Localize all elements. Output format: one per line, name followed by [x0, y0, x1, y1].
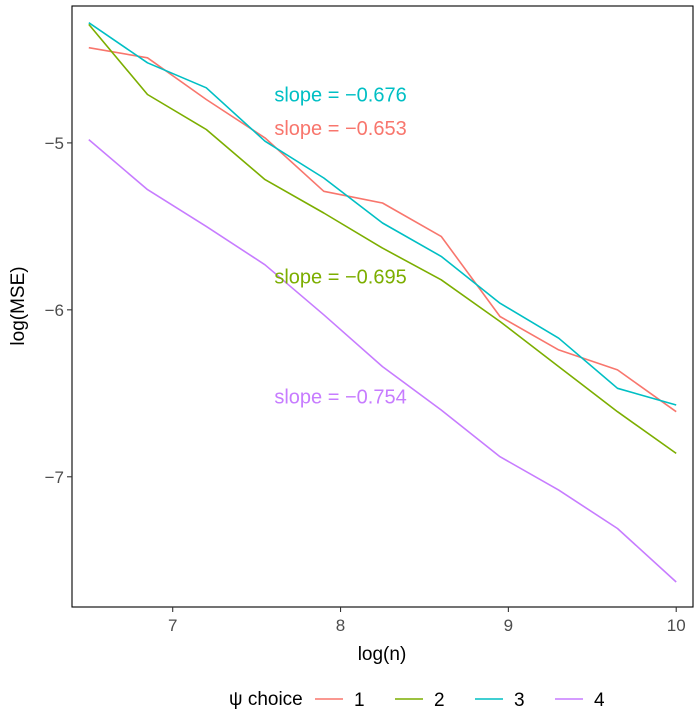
y-tick-label: −5 — [45, 134, 64, 153]
legend-label-1: 1 — [354, 690, 365, 711]
series-line-2 — [88, 23, 677, 455]
series-line-1 — [88, 46, 677, 413]
y-axis-title: log(MSE) — [8, 266, 29, 345]
y-tick-label: −7 — [45, 468, 64, 487]
x-tick-label: 10 — [667, 616, 686, 635]
slope-annotation: slope = −0.695 — [274, 266, 406, 288]
legend-label-4: 4 — [594, 690, 605, 711]
legend-label-3: 3 — [514, 690, 525, 711]
x-axis: 7 8 9 10 — [168, 607, 686, 635]
series-line-3 — [88, 22, 677, 406]
panel-border — [71, 5, 694, 608]
slope-annotation: slope = −0.754 — [274, 387, 406, 409]
y-tick-label: −6 — [45, 301, 64, 320]
x-tick-label: 7 — [168, 616, 177, 635]
annotation-layer: slope = −0.676 slope = −0.653 slope = −0.6… — [274, 84, 406, 408]
legend-label-2: 2 — [434, 690, 445, 711]
y-axis: −5 −6 −7 — [45, 134, 72, 487]
legend-title: ψ choice — [229, 689, 303, 710]
slope-annotation: slope = −0.653 — [274, 118, 406, 140]
slope-annotation: slope = −0.676 — [274, 84, 406, 106]
x-axis-title: log(n) — [358, 644, 407, 665]
x-tick-label: 9 — [504, 616, 513, 635]
x-tick-label: 8 — [336, 616, 345, 635]
series-layer — [88, 22, 677, 583]
series-line-4 — [88, 138, 677, 583]
legend: ψ choice 1 2 3 4 — [229, 689, 605, 711]
